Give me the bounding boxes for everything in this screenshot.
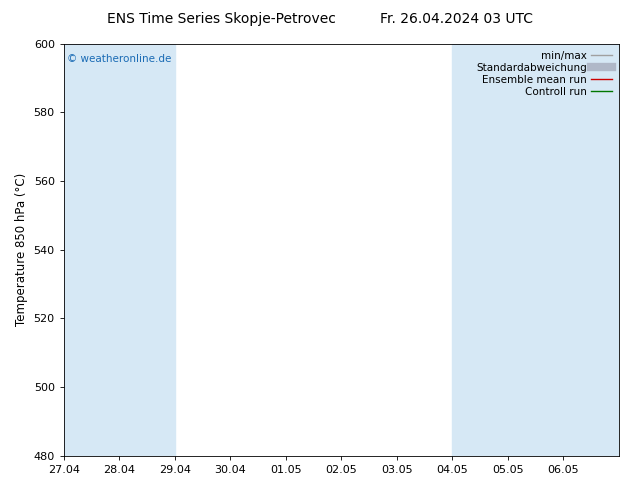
Text: ENS Time Series Skopje-Petrovec: ENS Time Series Skopje-Petrovec xyxy=(107,12,337,26)
Y-axis label: Temperature 850 hPa (°C): Temperature 850 hPa (°C) xyxy=(15,173,28,326)
Text: © weatheronline.de: © weatheronline.de xyxy=(67,54,171,64)
Bar xyxy=(36,44,175,456)
Bar xyxy=(453,44,508,456)
Bar xyxy=(564,44,634,456)
Legend: min/max, Standardabweichung, Ensemble mean run, Controll run: min/max, Standardabweichung, Ensemble me… xyxy=(474,49,614,99)
Text: Fr. 26.04.2024 03 UTC: Fr. 26.04.2024 03 UTC xyxy=(380,12,533,26)
Bar xyxy=(508,44,564,456)
